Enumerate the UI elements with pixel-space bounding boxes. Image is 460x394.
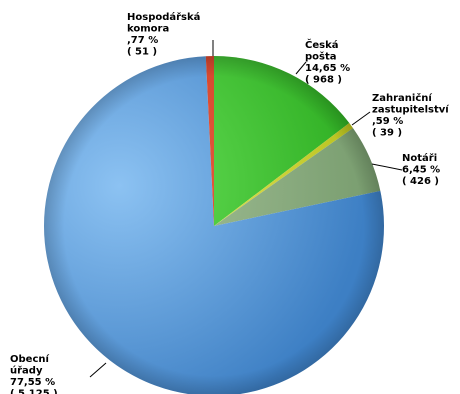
slice-label-5: Hospodářská komora ,77 %( 51 )	[127, 11, 200, 58]
leader-line-4	[89, 362, 107, 378]
pie-slices	[43, 56, 384, 394]
leader-line-1	[295, 61, 307, 75]
leader-line-2	[351, 111, 371, 126]
leader-line-3	[371, 163, 403, 171]
label-leader-lines	[89, 40, 403, 378]
slice-labels: Česká pošta 14,65 %( 968 ) Zahraniční zastup…	[10, 11, 449, 394]
slice-label-3: Notáři 6,45 %( 426 )	[402, 152, 440, 187]
slice-label-1: Česká pošta 14,65 %( 968 )	[305, 38, 350, 86]
slice-label-2: Zahraniční zastupitelství ,59 %( 39 )	[372, 92, 449, 139]
slice-label-4: Obecní úřady 77,55 %( 5.125 )	[10, 353, 58, 394]
pie-rim-shading	[44, 56, 384, 394]
